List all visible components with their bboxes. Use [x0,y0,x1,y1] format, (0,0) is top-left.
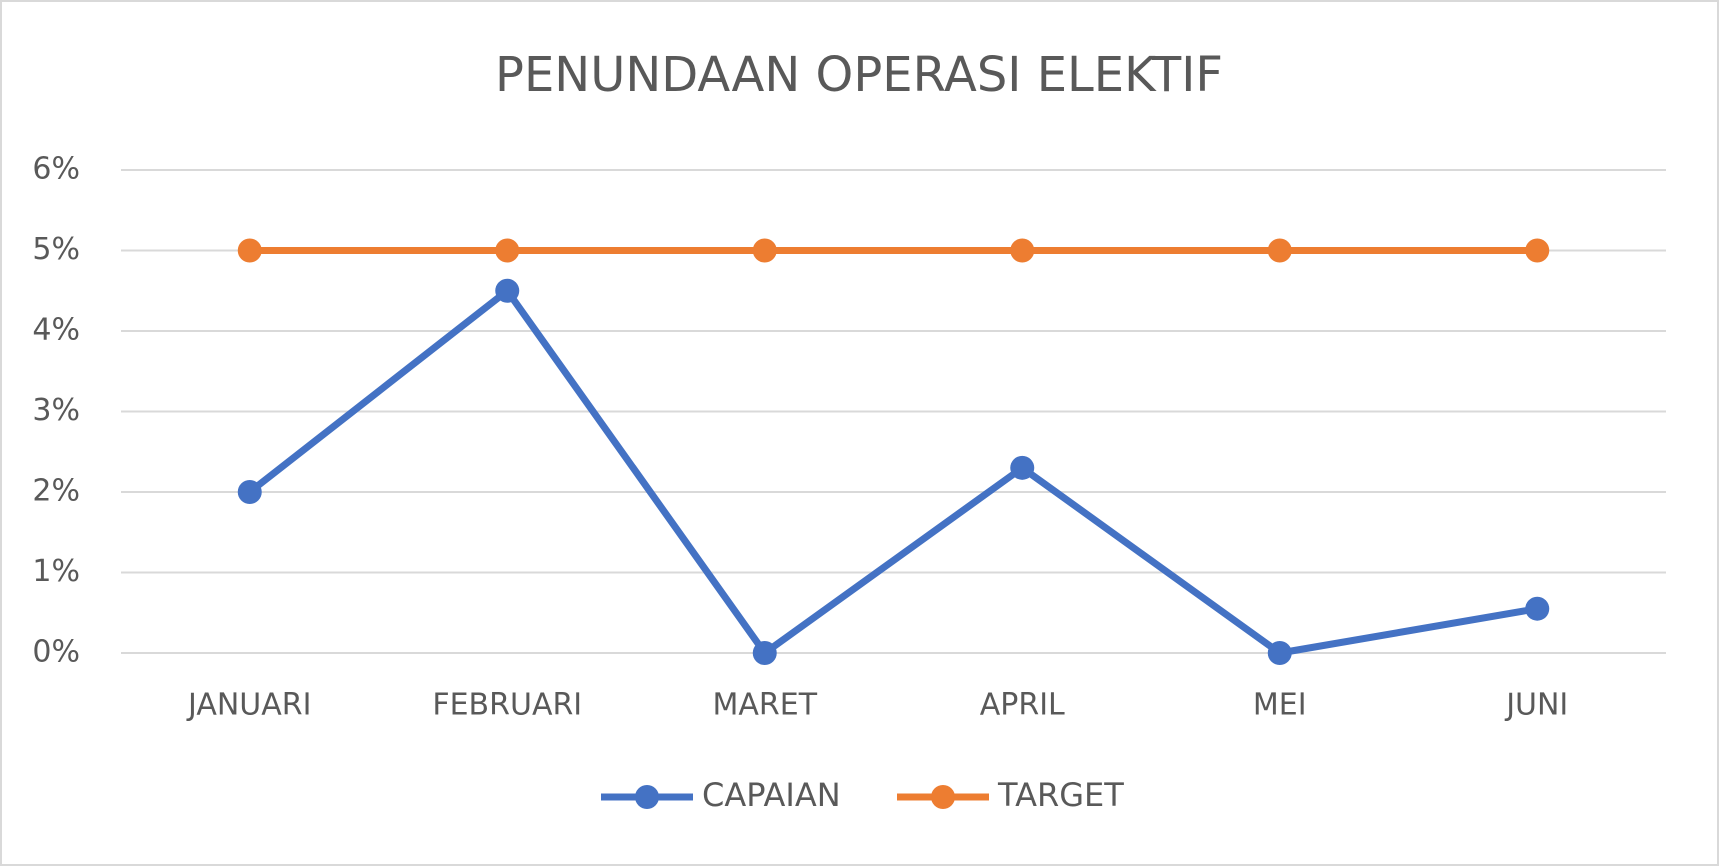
y-tick-label: 2% [32,474,80,509]
legend-label: TARGET [997,776,1124,814]
x-tick-label: APRIL [980,688,1065,723]
chart-title: PENUNDAAN OPERASI ELEKTIF [495,47,1223,103]
legend-label: CAPAIAN [702,776,841,814]
point [1010,455,1035,480]
y-tick-label: 5% [32,232,80,267]
x-tick-label: JANUARI [186,688,311,723]
x-tick-label: JUNI [1504,688,1568,723]
y-tick-label: 1% [32,554,80,589]
point [495,238,520,263]
point [1525,596,1550,621]
point [1525,238,1550,263]
point [752,641,777,665]
point [1267,238,1292,263]
y-tick-label: 4% [32,313,80,348]
y-tick-label: 6% [32,152,80,187]
point [1010,238,1035,263]
point [752,238,777,263]
x-tick-label: FEBRUARI [432,688,582,723]
y-tick-label: 3% [32,393,80,428]
legend-marker [635,785,659,809]
point [237,480,262,504]
point [1267,641,1292,665]
legend-marker [931,785,955,809]
point [495,278,520,303]
y-tick-label: 0% [32,635,80,670]
x-tick-label: MARET [712,688,817,723]
series-line [247,287,1538,657]
x-tick-label: MEI [1253,688,1307,723]
point [237,238,262,263]
